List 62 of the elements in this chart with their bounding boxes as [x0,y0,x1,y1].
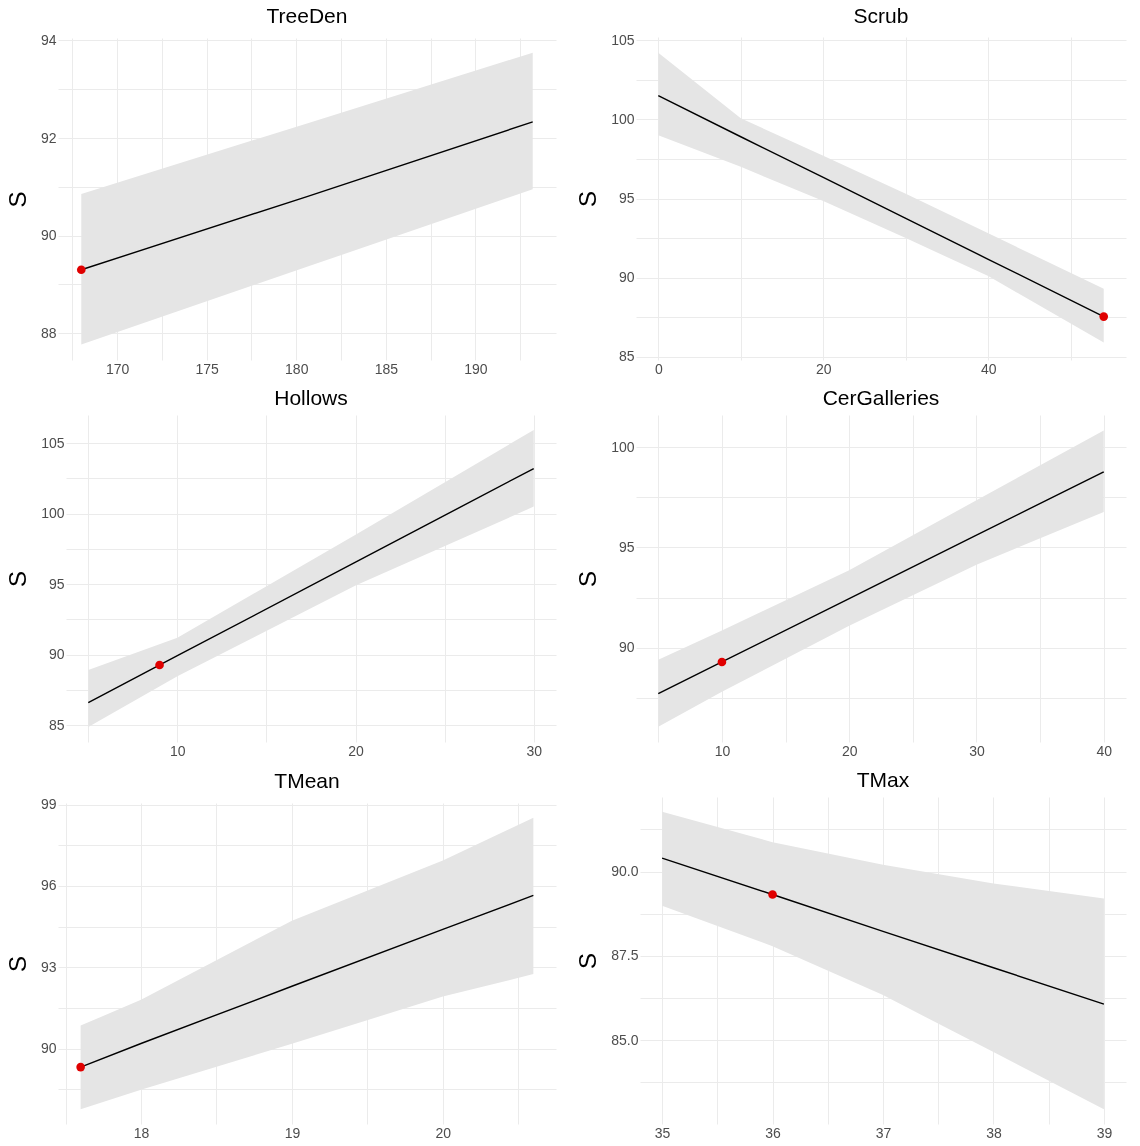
chart-title: Hollows [274,386,348,409]
y-tick-label: 95 [618,538,635,555]
x-tick-label: 18 [133,1124,150,1141]
x-tick-label: 20 [841,742,858,759]
chart-title: TMean [274,768,340,792]
y-tick-label: 100 [611,110,635,127]
x-tick-label: 10 [714,742,731,759]
y-tick-label: 85.0 [611,1031,639,1048]
y-tick-label: 90 [40,227,57,244]
x-tick-label: 40 [1096,742,1113,759]
y-axis-title: S [574,570,602,588]
y-tick-label: 87.5 [611,947,639,964]
y-axis-title: S [3,191,31,208]
x-tick-label: 20 [348,742,365,759]
x-tick-label: 19 [284,1124,301,1141]
x-tick-label: 190 [464,360,488,377]
x-tick-label: 20 [435,1124,452,1141]
x-tick-label: 170 [105,360,130,377]
y-tick-label: 95 [618,190,635,206]
y-tick-label: 85 [618,348,635,365]
y-axis-title: S [4,570,32,588]
y-tick-label: 105 [41,434,65,451]
x-tick-label: 37 [875,1124,892,1141]
x-tick-label: 36 [765,1124,782,1141]
y-tick-label: 99 [40,796,57,813]
y-tick-label: 95 [48,575,65,592]
x-tick-label: 180 [285,360,309,377]
x-tick-label: 39 [1096,1124,1113,1141]
y-tick-label: 93 [40,958,57,975]
y-axis-title: S [574,952,602,970]
y-tick-label: 100 [611,438,635,455]
x-tick-label: 10 [170,742,186,759]
x-tick-label: 40 [980,360,997,377]
y-tick-label: 100 [41,505,65,522]
line-series [87,467,535,704]
y-tick-label: 90 [48,646,65,663]
y-axis-title: S [574,190,602,208]
y-tick-label: 85 [48,716,65,733]
y-tick-label: 92 [40,129,57,146]
x-tick-label: 175 [195,360,220,377]
chart-title: TMax [856,768,910,791]
y-tick-label: 90.0 [611,863,639,880]
x-tick-label: 30 [969,742,985,759]
x-tick-label: 35 [654,1124,671,1141]
y-tick-label: 88 [40,324,57,341]
y-tick-label: 90 [40,1040,57,1057]
x-tick-label: 30 [526,742,543,759]
x-tick-label: 185 [374,360,399,377]
line-series [657,471,1105,695]
chart-title: TreeDen [266,4,348,28]
y-axis-title: S [3,955,31,973]
y-tick-label: 96 [40,877,57,894]
y-tick-label: 94 [40,31,57,48]
y-tick-label: 105 [611,31,635,48]
y-tick-label: 90 [618,269,635,286]
line-series [661,857,1105,1005]
x-tick-label: 38 [986,1124,1002,1141]
x-tick-label: 20 [815,360,832,377]
chart-title: CerGalleries [822,386,940,409]
x-tick-label: 0 [654,360,663,377]
chart-title: Scrub [853,4,909,28]
y-tick-label: 90 [618,639,635,656]
